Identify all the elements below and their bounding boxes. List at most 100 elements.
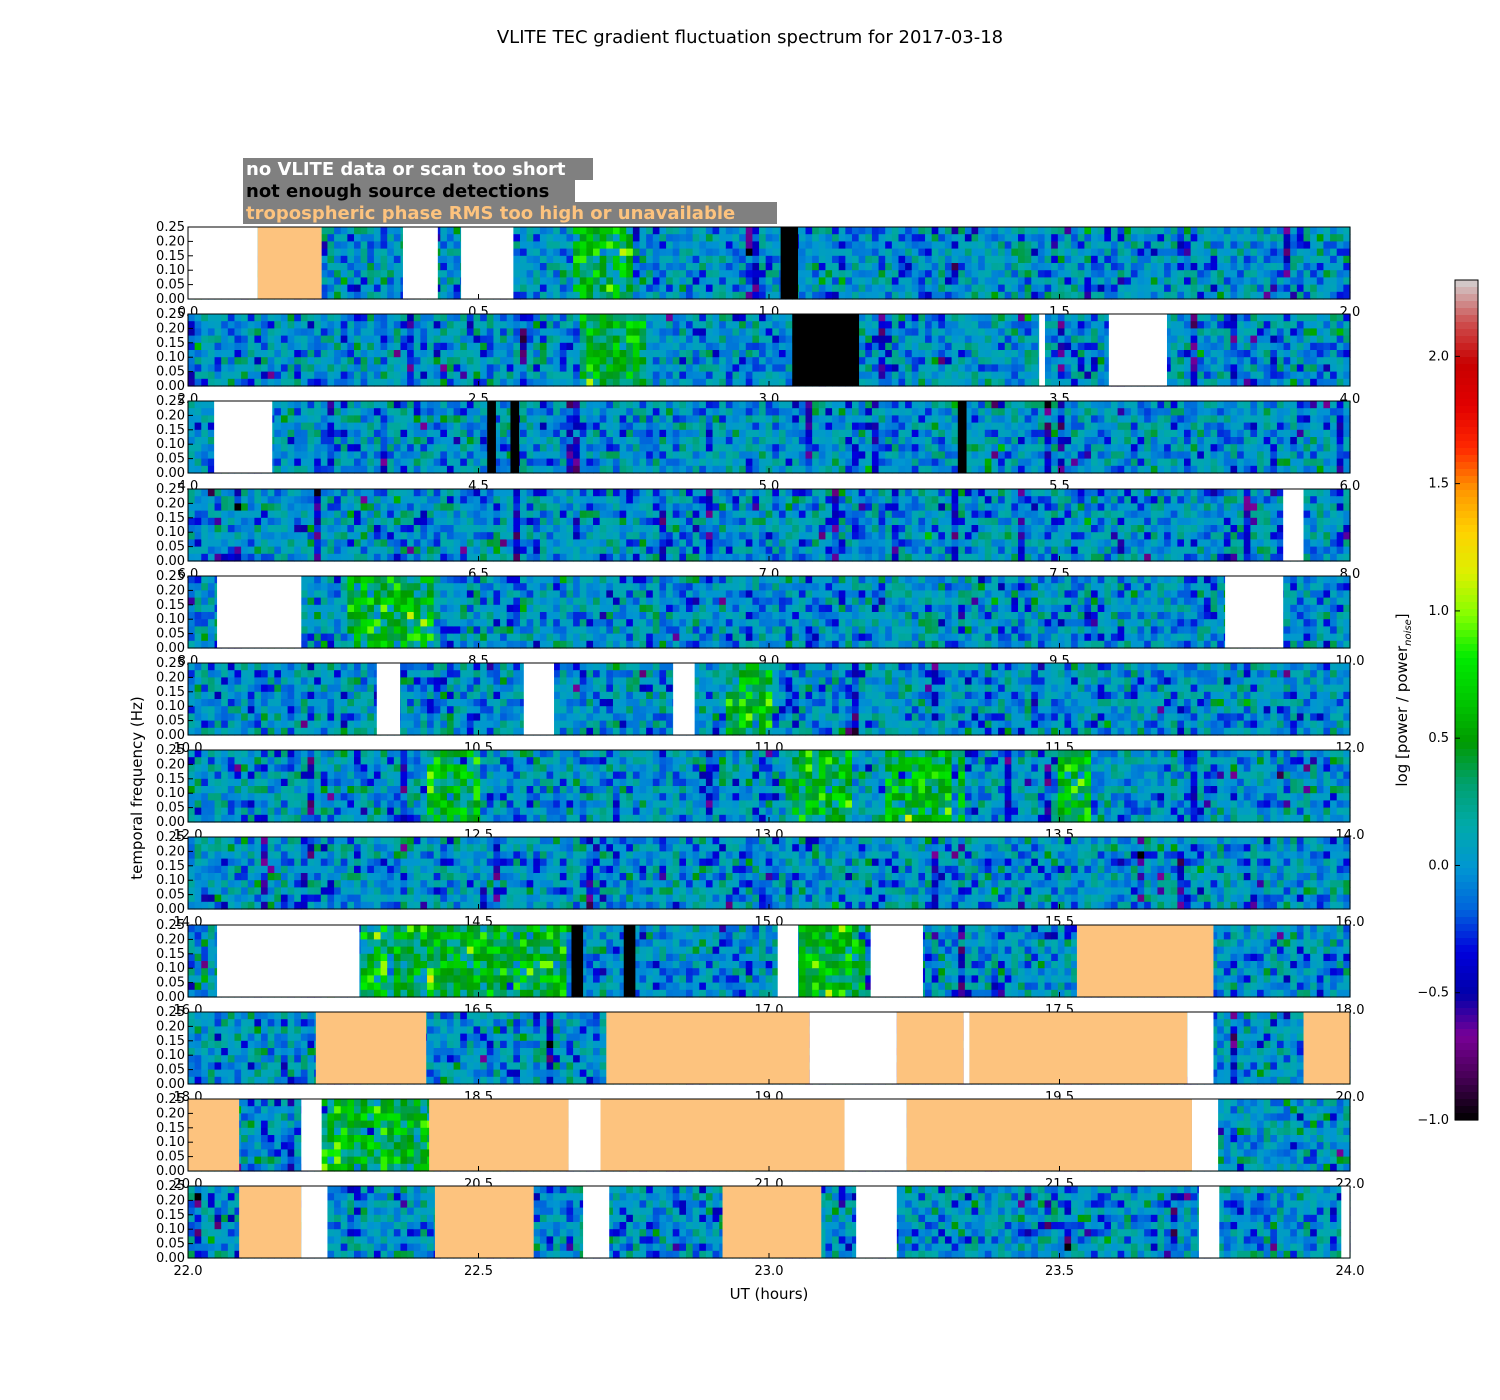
heatmap-cell (812, 401, 820, 409)
heatmap-cell (367, 321, 375, 329)
heatmap-cell (778, 401, 787, 409)
heatmap-cell (652, 284, 661, 293)
heatmap-cell (692, 234, 700, 242)
heatmap-cell (207, 444, 216, 452)
heatmap-cell (838, 270, 846, 278)
heatmap-cell (1164, 234, 1172, 242)
heatmap-cell (294, 364, 302, 373)
heatmap-cell (506, 364, 514, 373)
heatmap-cell (1018, 335, 1026, 344)
heatmap-cell (533, 241, 541, 250)
heatmap-cell (719, 444, 727, 452)
heatmap-cell (626, 444, 634, 452)
heatmap-cell (838, 451, 846, 460)
heatmap-cell (393, 248, 402, 257)
heatmap-cell (294, 422, 302, 431)
heatmap-cell (533, 378, 541, 387)
heatmap-cell (354, 451, 362, 460)
heatmap-cell (832, 227, 840, 235)
heatmap-cell (1018, 429, 1026, 438)
heatmap-cell (951, 415, 959, 424)
heatmap-cell (931, 437, 939, 445)
heatmap-cell (679, 328, 687, 337)
heatmap-cell (845, 227, 853, 235)
heatmap-cell (1104, 422, 1112, 431)
heatmap-cell (427, 364, 435, 373)
heatmap-cell (1177, 364, 1185, 373)
heatmap-cell (878, 277, 886, 286)
heatmap-cell (612, 270, 621, 278)
heatmap-cell (686, 350, 694, 358)
heatmap-cell (314, 314, 322, 322)
heatmap-cell (526, 437, 534, 445)
heatmap-cell (745, 429, 753, 438)
heatmap-cell (393, 408, 402, 416)
heatmap-cell (506, 328, 514, 337)
heatmap-cell (1031, 263, 1039, 271)
heatmap-cell (1057, 335, 1066, 344)
heatmap-cell (606, 458, 614, 467)
heatmap-cell (958, 350, 966, 358)
heatmap-cell (280, 328, 289, 337)
heatmap-cell (672, 284, 680, 293)
heatmap-cell (1237, 321, 1245, 329)
heatmap-cell (679, 451, 687, 460)
heatmap-cell (1290, 342, 1298, 351)
heatmap-cell (725, 270, 734, 278)
heatmap-cell (520, 314, 528, 322)
heatmap-cell (513, 335, 521, 344)
heatmap-cell (732, 408, 740, 416)
heatmap-cell (274, 371, 282, 380)
heatmap-cell (413, 335, 421, 344)
heatmap-cell (1084, 437, 1092, 445)
heatmap-cell (612, 227, 621, 235)
heatmap-cell (1323, 328, 1331, 337)
heatmap-cell (858, 328, 866, 337)
heatmap-cell (367, 335, 375, 344)
heatmap-cell (679, 321, 687, 329)
heatmap-cell (666, 263, 674, 271)
heatmap-cell (1057, 342, 1066, 351)
heatmap-cell (539, 444, 548, 452)
heatmap-cell (1257, 284, 1265, 293)
heatmap-cell (852, 451, 860, 460)
heatmap-cell (626, 458, 634, 467)
heatmap-cell (1316, 328, 1325, 337)
heatmap-cell (964, 321, 973, 329)
heatmap-cell (287, 437, 295, 445)
heatmap-cell (1230, 234, 1238, 242)
heatmap-cell (520, 451, 528, 460)
heatmap-cell (1117, 291, 1125, 300)
heatmap-cell (1037, 465, 1046, 474)
heatmap-cell (546, 255, 554, 264)
heatmap-cell (354, 437, 362, 445)
heatmap-cell (1110, 248, 1119, 257)
heatmap-cell (360, 234, 368, 242)
heatmap-cell (1323, 284, 1331, 293)
heatmap-cell (420, 401, 428, 409)
heatmap-cell (1097, 451, 1105, 460)
heatmap-cell (911, 401, 919, 409)
heatmap-cell (1097, 263, 1105, 271)
heatmap-cell (373, 255, 382, 264)
heatmap-cell (1110, 277, 1119, 286)
heatmap-cell (380, 234, 388, 242)
heatmap-cell (347, 248, 355, 257)
heatmap-cell (340, 408, 348, 416)
heatmap-cell (646, 429, 654, 438)
heatmap-cell (453, 335, 461, 344)
heatmap-cell (858, 342, 866, 351)
heatmap-cell (931, 328, 939, 337)
heatmap-cell (1343, 263, 1351, 271)
heatmap-cell (652, 408, 661, 416)
heatmap-cell (891, 408, 900, 416)
heatmap-cell (652, 371, 661, 380)
heatmap-cell (1177, 371, 1185, 380)
heatmap-cell (905, 248, 913, 257)
heatmap-cell (1004, 451, 1012, 460)
heatmap-cell (533, 270, 541, 278)
heatmap-cell (413, 350, 421, 358)
heatmap-cell (1217, 350, 1225, 358)
heatmap-cell (878, 465, 886, 474)
heatmap-cell (460, 465, 468, 474)
